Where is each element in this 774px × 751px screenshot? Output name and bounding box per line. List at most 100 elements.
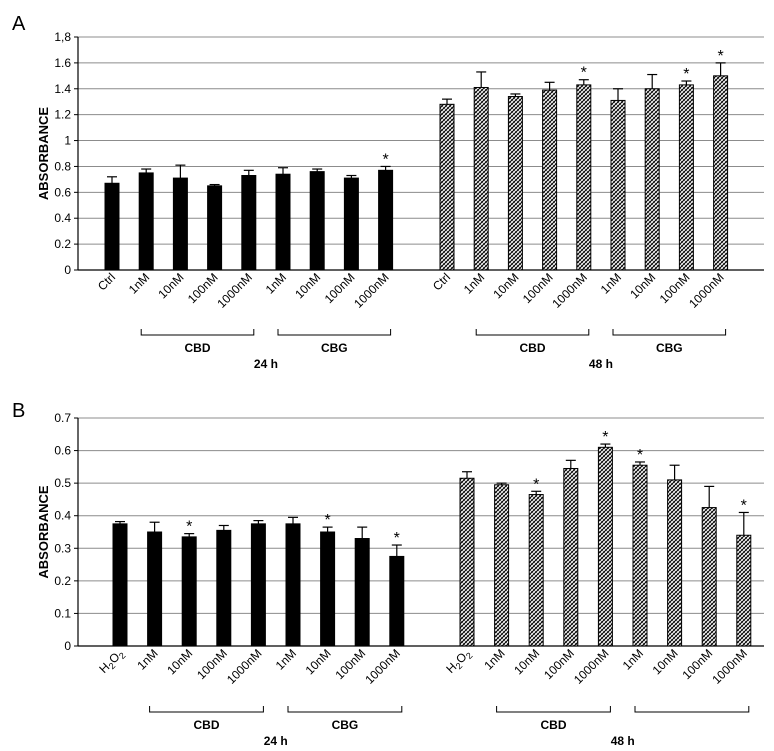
group-bracket	[475, 329, 590, 336]
x-tick-label: 1000nM	[571, 646, 612, 687]
y-tick-label: 1.2	[54, 108, 71, 122]
bar	[494, 484, 510, 647]
x-tick-label: 1000nM	[351, 270, 392, 311]
bar	[275, 173, 291, 271]
bar	[320, 531, 336, 647]
x-tick-label: 10nM	[303, 646, 334, 677]
bar	[713, 75, 729, 271]
x-tick-label: Ctrl	[95, 270, 118, 293]
bar	[632, 464, 648, 647]
bar	[701, 507, 717, 647]
x-tick-label: 1000nM	[362, 646, 403, 687]
y-tick-label: 1,8	[54, 30, 71, 44]
x-tick-label: 10nM	[511, 646, 542, 677]
bar	[542, 89, 558, 271]
group-bracket	[149, 706, 264, 713]
y-tick-label: 0.7	[54, 411, 71, 425]
x-tick-label: 1nM	[134, 646, 160, 672]
y-tick-label: 0.2	[54, 574, 71, 588]
y-tick-label: 0.3	[54, 541, 71, 555]
y-tick-label: 0.8	[54, 159, 71, 173]
bar	[181, 536, 197, 647]
y-tick-label: 0.4	[54, 211, 71, 225]
panel-label: B	[12, 400, 25, 422]
bracket-label: CBD	[185, 341, 211, 355]
bar	[250, 523, 266, 647]
bar	[354, 538, 370, 647]
x-tick-label: 10nM	[650, 646, 681, 677]
y-tick-label: 1.4	[54, 82, 71, 96]
x-tick-label: 1000nM	[224, 646, 265, 687]
bar	[439, 103, 455, 271]
bar	[563, 467, 579, 647]
x-tick-label: 1nM	[273, 646, 299, 672]
significance-star: *	[602, 429, 608, 446]
significance-star: *	[717, 48, 723, 65]
time-label: 24 h	[254, 357, 278, 371]
bracket-label: CBD	[541, 718, 567, 732]
x-tick-label: H2O2	[443, 646, 474, 677]
y-tick-label: 0	[64, 263, 71, 277]
x-tick-label: H2O2	[96, 646, 127, 677]
x-tick-label: 1000nM	[214, 270, 255, 311]
x-tick-label: 1000nM	[686, 270, 727, 311]
bar	[378, 169, 394, 271]
bar	[207, 185, 223, 271]
x-tick-label: 1nM	[598, 270, 624, 296]
significance-star: *	[533, 476, 539, 493]
bar	[147, 531, 163, 647]
y-tick-label: 0.6	[54, 185, 71, 199]
group-bracket	[634, 706, 750, 713]
significance-star: *	[324, 512, 330, 529]
bracket-label: CBD	[520, 341, 546, 355]
bar	[736, 534, 752, 647]
group-bracket	[140, 329, 255, 336]
bar	[104, 182, 120, 271]
significance-star: *	[382, 151, 388, 168]
panel-label: A	[12, 13, 26, 35]
significance-star: *	[581, 65, 587, 82]
y-axis-label: ABSORBANCE	[36, 107, 51, 201]
y-axis-label: ABSORBANCE	[36, 485, 51, 579]
x-tick-label: 1000nM	[709, 646, 750, 687]
bar	[172, 177, 188, 271]
bar	[138, 172, 154, 271]
significance-star: *	[683, 66, 689, 83]
chart-panel-B: B 0 0.1 0.2 0.3 0.4 0.5 0.6 0.7 ABSORBANCE H2O2 1nM…	[12, 400, 764, 748]
y-tick-label: 0.1	[54, 606, 71, 620]
significance-star: *	[637, 447, 643, 464]
significance-star: *	[741, 497, 747, 514]
y-tick-label: 1.6	[54, 56, 71, 70]
x-tick-label: 1nM	[126, 270, 152, 296]
bar	[216, 529, 232, 647]
x-tick-label: 10nM	[627, 270, 658, 301]
bar	[112, 523, 128, 647]
x-tick-label: 1nM	[620, 646, 646, 672]
bracket-label: CBG	[321, 341, 348, 355]
significance-star: *	[394, 530, 400, 547]
y-tick-label: 0.2	[54, 237, 71, 251]
x-tick-label: 10nM	[292, 270, 323, 301]
chart-panel-A: A 0 0.2 0.4 0.6 0.8 1 1.2 1.4 1.6 1,8 ABSORBANCE Ctr…	[12, 13, 764, 371]
bar	[389, 555, 405, 647]
bar	[473, 86, 489, 271]
x-tick-label: 1nM	[481, 646, 507, 672]
x-tick-label: 10nM	[155, 270, 186, 301]
bar	[644, 88, 660, 271]
x-tick-label: 1000nM	[549, 270, 590, 311]
x-tick-label: 1nM	[263, 270, 289, 296]
group-bracket	[287, 706, 403, 713]
y-tick-label: 0	[64, 639, 71, 653]
y-tick-label: 0.4	[54, 509, 71, 523]
y-tick-label: 0.6	[54, 444, 71, 458]
x-tick-label: 10nM	[490, 270, 521, 301]
bracket-label: CBD	[194, 718, 220, 732]
bracket-label: CBG	[656, 341, 683, 355]
time-label: 48 h	[611, 734, 635, 748]
bar	[309, 171, 325, 271]
